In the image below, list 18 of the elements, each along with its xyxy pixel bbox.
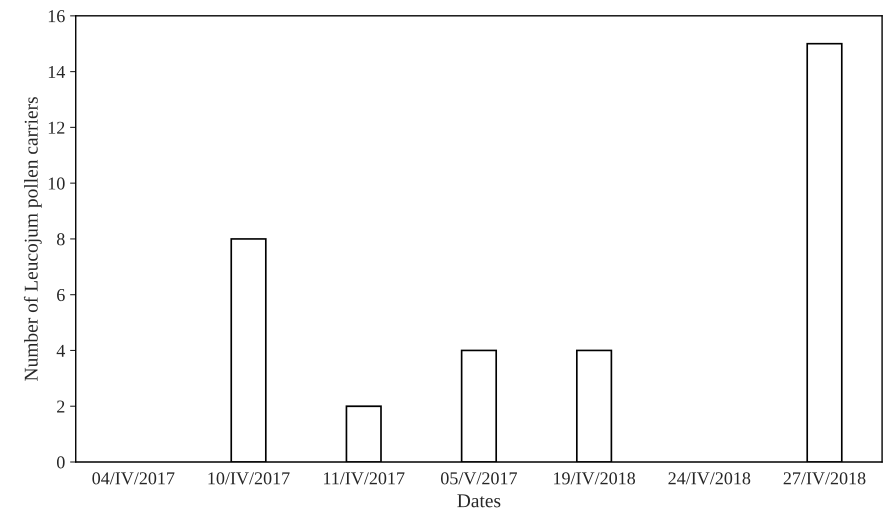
x-tick-label: 11/IV/2017	[324, 472, 404, 485]
x-tick-label: 05/V/2017	[440, 472, 518, 485]
y-tick-label: 14	[48, 66, 66, 78]
x-tick-label: 10/IV/2017	[208, 472, 290, 485]
y-tick-label: 4	[56, 344, 66, 357]
x-tick-label: 19/IV/2018	[554, 472, 636, 485]
y-tick-label: 8	[56, 233, 65, 246]
x-tick-label: 27/IV/2018	[784, 472, 866, 485]
x-axis-title: Dates	[457, 494, 500, 508]
y-tick-label: 10	[48, 177, 65, 190]
x-tick-label: 24/IV/2018	[668, 472, 750, 485]
y-tick-label: 2	[57, 400, 64, 412]
y-tick-label: 16	[48, 10, 65, 22]
y-axis-title: Number of Leucojum pollen carriers	[24, 97, 42, 381]
y-tick-label: 6	[57, 289, 65, 302]
y-tick-label: 12	[48, 122, 64, 134]
x-tick-label: 04/IV/2017	[92, 472, 174, 485]
y-tick-label: 0	[56, 456, 65, 468]
